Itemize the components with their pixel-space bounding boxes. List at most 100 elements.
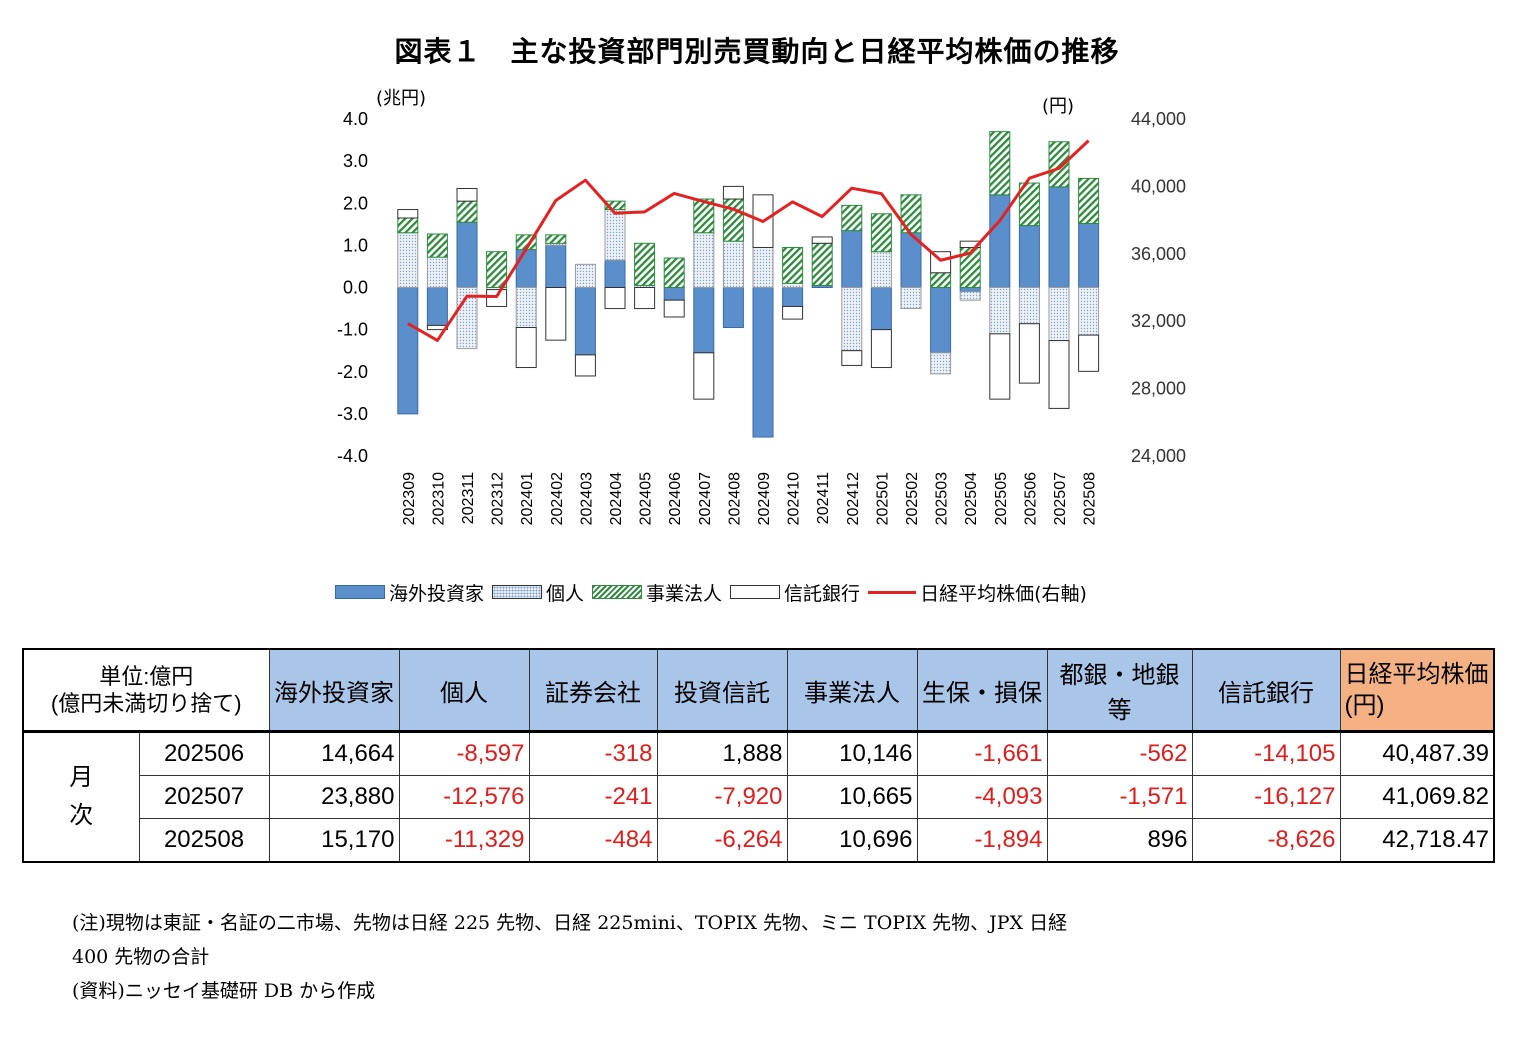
bar-individual — [515, 287, 537, 329]
bar-individual — [1018, 287, 1040, 325]
table-cell: -11,329 — [398, 818, 530, 863]
bar-trust — [1048, 340, 1070, 409]
row-group-label: 月 次 — [22, 730, 140, 863]
table-cell: 10,665 — [786, 775, 918, 819]
x-tick-label: 202410 — [786, 472, 803, 525]
bar-corporate — [811, 242, 833, 286]
bar-foreign — [574, 287, 596, 356]
x-tick-label: 202403 — [578, 472, 595, 525]
table-cell: 40,487.39 — [1339, 730, 1495, 776]
bar-foreign — [930, 287, 952, 354]
y-left-tick-label: -1.0 — [337, 320, 368, 340]
x-tick-label: 202406 — [667, 472, 684, 525]
legend-label-corporate: 事業法人 — [646, 582, 723, 605]
bar-individual — [426, 256, 448, 289]
table-cell: 41,069.82 — [1339, 775, 1495, 819]
table-cell: -8,597 — [398, 730, 530, 776]
table-cell: -1,894 — [916, 818, 1048, 863]
bar-individual — [722, 240, 744, 289]
header-nikkei: 日経平均株価 (円) — [1339, 648, 1495, 732]
y-left-tick-label: 4.0 — [343, 109, 368, 129]
note-line-2: 400 先物の合計 — [72, 946, 210, 968]
nikkei-line — [407, 139, 1090, 342]
bar-corporate — [693, 198, 715, 234]
bar-trust — [634, 287, 656, 310]
table-cell: -4,093 — [916, 775, 1048, 819]
table-unit-header: 単位:億円 (億円未満切り捨て) — [22, 648, 270, 732]
bar-foreign — [782, 287, 804, 307]
x-tick-label: 202502 — [904, 472, 921, 525]
table-cell: 896 — [1046, 818, 1193, 863]
bar-foreign — [456, 221, 478, 288]
header-foreign: 海外投資家 — [268, 648, 400, 732]
bar-corporate — [989, 131, 1011, 196]
table-cell: -1,661 — [916, 730, 1048, 776]
bar-corporate — [930, 272, 952, 289]
x-tick-label: 202411 — [815, 472, 832, 524]
bar-individual — [1078, 287, 1100, 336]
bar-individual — [900, 287, 922, 310]
bar-individual — [604, 209, 626, 261]
table-cell: -6,264 — [656, 818, 788, 863]
x-tick-label: 202409 — [756, 472, 773, 525]
y-left-tick-label: 1.0 — [343, 235, 368, 255]
bar-foreign — [1078, 222, 1100, 288]
bar-individual — [752, 246, 774, 288]
table-cell: 10,696 — [786, 818, 918, 863]
bar-trust — [693, 352, 715, 400]
x-tick-label: 202507 — [1052, 472, 1069, 525]
bar-trust — [989, 333, 1011, 400]
bar-corporate — [604, 200, 626, 211]
nikkei-header-unit: (円) — [1344, 692, 1385, 719]
bar-corporate — [1018, 182, 1040, 227]
bar-foreign — [722, 287, 744, 329]
bar-trust — [782, 305, 804, 320]
bar-trust — [397, 209, 419, 219]
legend-swatch-foreign — [335, 585, 385, 599]
legend-item-foreign: 海外投資家 — [335, 579, 484, 606]
y-left-tick-label: -4.0 — [337, 446, 368, 466]
table-cell: -16,127 — [1191, 775, 1341, 819]
table-cell: -484 — [528, 818, 658, 863]
right-axis-unit: (円) — [1042, 96, 1074, 117]
chart-area: (兆円) (円) 202309 202310 202311 202312 202401 2… — [337, 88, 1186, 525]
legend-label-foreign: 海外投資家 — [389, 582, 485, 605]
bar-corporate — [486, 251, 508, 289]
bar-foreign — [426, 287, 448, 326]
row-group-line1: 月 — [69, 763, 94, 791]
bar-individual — [870, 251, 892, 289]
bar-corporate — [870, 213, 892, 253]
legend: 海外投資家 個人 事業法人 信託銀行 日経平均株価(右軸) — [335, 578, 1095, 606]
table-cell: -8,626 — [1191, 818, 1341, 863]
bar-individual — [1048, 287, 1070, 342]
x-tick-label: 202309 — [401, 472, 418, 525]
bar-individual — [693, 232, 715, 289]
bar-trust — [515, 327, 537, 369]
y-right-tick-label: 36,000 — [1131, 244, 1186, 264]
bar-corporate — [456, 200, 478, 223]
bar-foreign — [1048, 186, 1070, 288]
bar-trust — [663, 299, 685, 318]
y-right-tick-label: 40,000 — [1131, 176, 1186, 196]
bar-individual — [959, 291, 981, 301]
table-cell: 23,880 — [268, 775, 400, 819]
legend-item-individual: 個人 — [492, 579, 584, 606]
legend-swatch-corporate — [592, 585, 643, 599]
chart-title: 図表１ 主な投資部門別売買動向と日経平均株価の推移 — [394, 35, 1120, 68]
x-tick-label: 202408 — [726, 472, 743, 525]
bars-group — [397, 131, 1100, 438]
y-right-tick-label: 44,000 — [1131, 109, 1186, 129]
x-tick-label: 202312 — [490, 472, 507, 525]
bar-foreign — [752, 287, 774, 438]
legend-item-nikkei: 日経平均株価(右軸) — [868, 579, 1087, 606]
table-row: 月 次 202506 14,664 -8,597 -318 1,888 10,1… — [22, 730, 1495, 863]
x-tick-label: 202407 — [697, 472, 714, 525]
y-left-tick-label: -3.0 — [337, 404, 368, 424]
table-header-row: 単位:億円 (億円未満切り捨て) 海外投資家 個人 証券会社 投資信託 事業法人… — [22, 648, 1495, 732]
unit-note: (億円未満切り捨て) — [50, 691, 242, 716]
x-tick-label: 202505 — [993, 472, 1010, 525]
row-period: 202506 — [138, 730, 270, 776]
bar-foreign — [604, 259, 626, 288]
bar-corporate — [426, 233, 448, 258]
table-cell: 42,718.47 — [1339, 818, 1495, 863]
